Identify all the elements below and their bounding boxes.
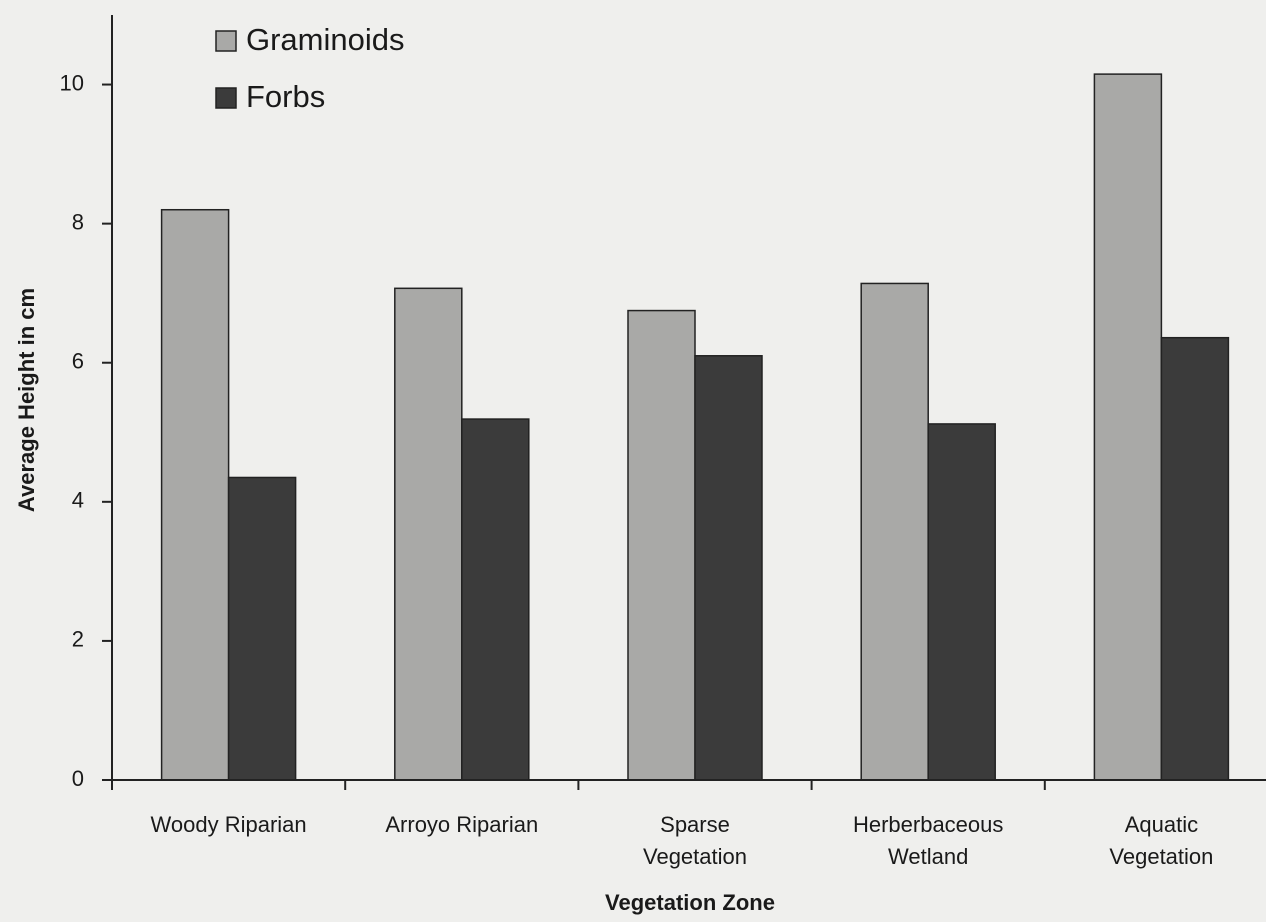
legend-label: Forbs (246, 79, 325, 114)
y-axis-title: Average Height in cm (14, 288, 39, 512)
x-tick-label: Aquatic (1125, 812, 1198, 837)
x-tick-label: Vegetation (1109, 844, 1213, 869)
y-tick-label: 8 (72, 209, 84, 234)
legend-swatch (215, 87, 237, 109)
bar (227, 476, 297, 781)
x-tick-label: Woody Riparian (151, 812, 307, 837)
bar (860, 282, 929, 781)
bar (1160, 336, 1230, 781)
x-tick-label: Herberbaceous (853, 812, 1003, 837)
y-tick-label: 6 (72, 349, 84, 374)
legend-swatch (215, 30, 237, 52)
y-tick-label: 10 (60, 70, 84, 95)
bar (627, 309, 696, 781)
y-tick-label: 4 (72, 488, 84, 513)
y-tick-label: 0 (72, 766, 84, 791)
bar (461, 418, 530, 781)
x-tick-label: Wetland (888, 844, 968, 869)
legend-label: Graminoids (246, 22, 405, 57)
bar (1093, 73, 1163, 781)
bar (160, 208, 230, 781)
x-tick-label: Vegetation (643, 844, 747, 869)
bar (394, 287, 463, 781)
x-tick-label: Sparse (660, 812, 730, 837)
bar (694, 355, 763, 781)
x-tick-label: Arroyo Riparian (385, 812, 538, 837)
y-tick-label: 2 (72, 627, 84, 652)
bar (927, 423, 996, 781)
x-axis-title: Vegetation Zone (605, 890, 775, 915)
